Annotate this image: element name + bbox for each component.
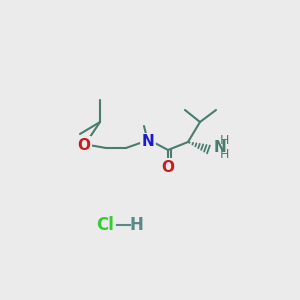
Text: H: H xyxy=(220,148,230,161)
Text: O: O xyxy=(161,160,175,175)
Text: N: N xyxy=(142,134,154,149)
Text: Cl: Cl xyxy=(96,216,114,234)
Text: H: H xyxy=(129,216,143,234)
Text: H: H xyxy=(220,134,230,146)
Text: N: N xyxy=(214,140,227,154)
Text: O: O xyxy=(77,137,91,152)
